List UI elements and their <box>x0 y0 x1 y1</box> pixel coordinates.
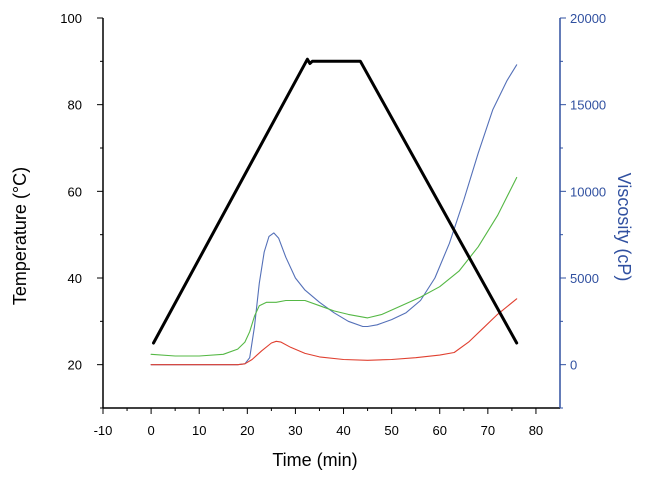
y2-tick-label: 0 <box>570 358 577 373</box>
x-axis-label: Time (min) <box>272 450 357 470</box>
x-tick-label: 50 <box>384 423 398 438</box>
y-axis-right: 0 5000 10000 15000 20000 <box>560 11 606 409</box>
series-line-4 <box>150 298 518 366</box>
series-line-3 <box>150 176 518 357</box>
x-tick-label: 10 <box>192 423 206 438</box>
y2-axis-label: Viscosity (cP) <box>614 173 634 282</box>
x-tick-label: 60 <box>433 423 447 438</box>
x-tick-label: 70 <box>481 423 495 438</box>
y-tick-label: 100 <box>60 11 82 26</box>
y-tick-label: 80 <box>68 98 82 113</box>
y2-tick-label: 15000 <box>570 98 606 113</box>
y-tick-label: 20 <box>68 358 82 373</box>
series-line-1 <box>152 57 519 345</box>
y-axis-left: 20 40 60 80 100 <box>60 11 103 409</box>
plot-frame <box>102 18 561 409</box>
y-axis-label: Temperature (°C) <box>10 167 30 305</box>
x-tick-label: -10 <box>94 423 113 438</box>
series-line-2 <box>150 64 518 366</box>
y2-tick-label: 10000 <box>570 184 606 199</box>
x-tick-label: 80 <box>529 423 543 438</box>
x-tick-label: 20 <box>240 423 254 438</box>
x-tick-label: 30 <box>288 423 302 438</box>
y2-tick-label: 5000 <box>570 271 599 286</box>
y-tick-label: 60 <box>68 184 82 199</box>
x-tick-label: 0 <box>147 423 154 438</box>
x-tick-label: 40 <box>336 423 350 438</box>
y-tick-label: 40 <box>68 271 82 286</box>
y2-tick-label: 20000 <box>570 11 606 26</box>
x-axis: -10 0 10 20 30 40 50 60 70 80 <box>94 408 543 438</box>
series-layer <box>150 57 519 366</box>
